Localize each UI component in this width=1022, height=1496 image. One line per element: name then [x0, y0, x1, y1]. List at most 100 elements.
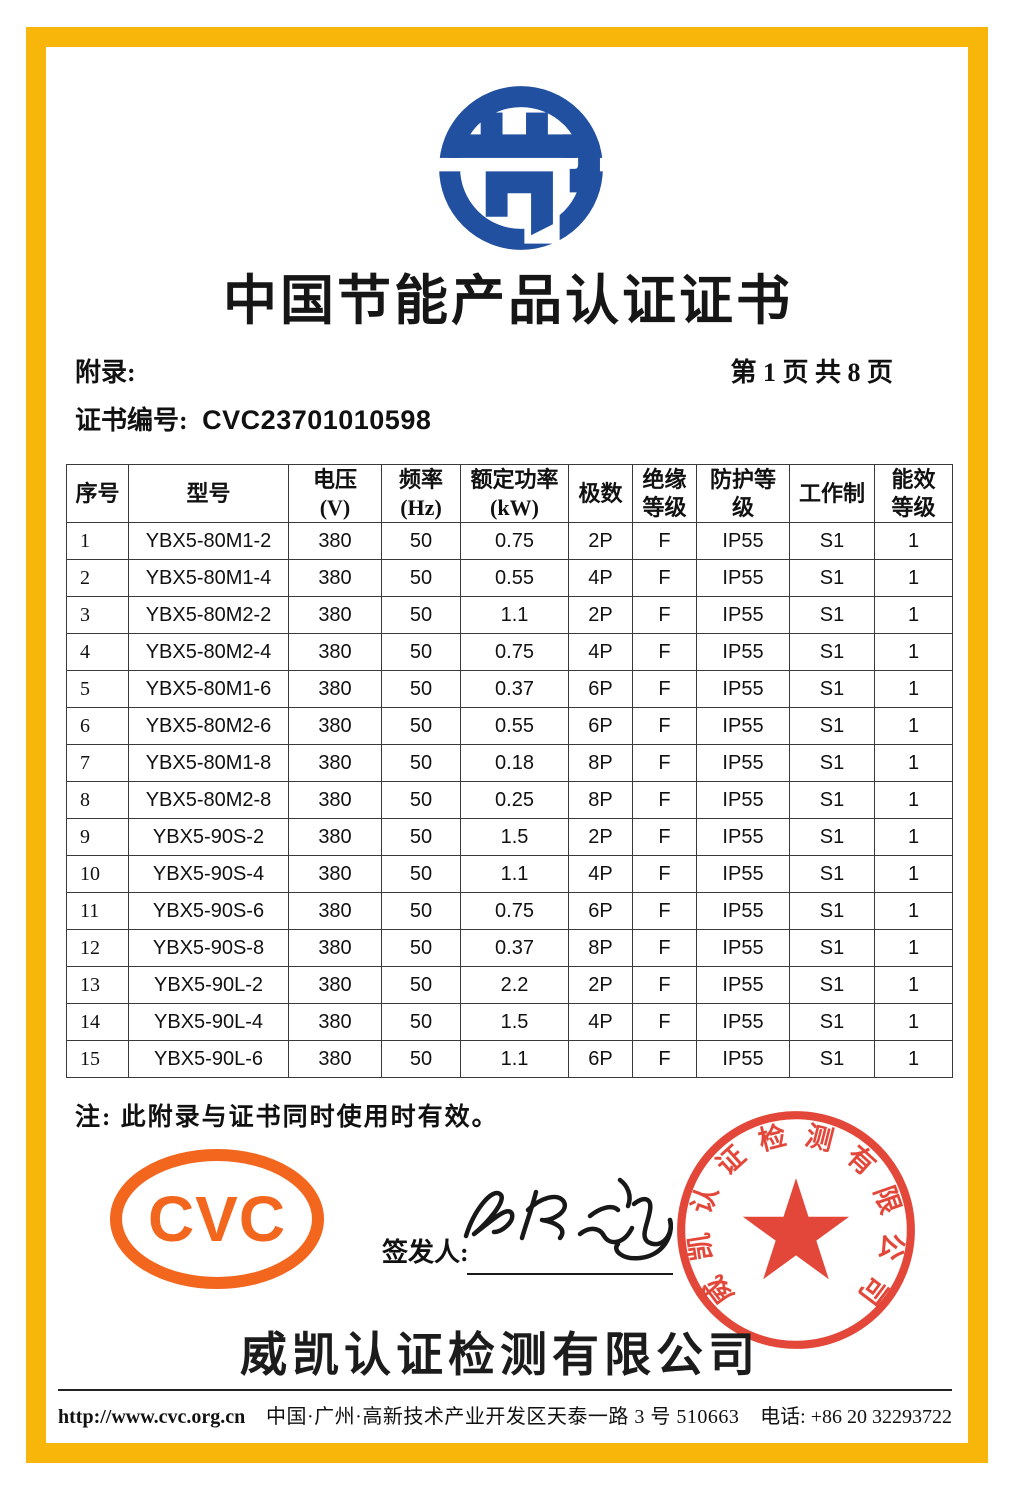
- table-cell: 6P: [568, 1040, 633, 1078]
- table-cell: S1: [789, 855, 875, 893]
- table-row: 4 YBX5-80M2-4 380 50 0.75 4P F IP55 S1 1: [66, 633, 953, 671]
- table-cell: IP55: [696, 1040, 790, 1078]
- table-cell: 1.1: [460, 855, 569, 893]
- table-cell: 2P: [568, 522, 633, 560]
- table-cell: 1: [874, 1003, 953, 1041]
- table-row: 9 YBX5-90S-2 380 50 1.5 2P F IP55 S1 1: [66, 818, 953, 856]
- table-cell: IP55: [696, 744, 790, 782]
- table-header-row: 序号 型号 电压 (V) 频率 (Hz) 额定功率 (kW) 极数 绝缘 等级 防护等级工作制 能效 等级: [66, 464, 953, 523]
- table-cell: S1: [789, 670, 875, 708]
- table-cell: 4P: [568, 633, 633, 671]
- column-header: 序号: [66, 464, 129, 523]
- table-cell: F: [632, 929, 697, 967]
- certificate-number-value: CVC23701010598: [202, 405, 432, 435]
- table-row: 15 YBX5-90L-6 380 50 1.1 6P F IP55 S1 1: [66, 1040, 953, 1078]
- table-cell: 0.75: [460, 892, 569, 930]
- validity-note: 注: 此附录与证书同时使用时有效。: [75, 1104, 499, 1131]
- table-cell: 0.25: [460, 781, 569, 819]
- table-cell: 0.55: [460, 559, 569, 597]
- table-cell: F: [632, 892, 697, 930]
- table-cell: 4P: [568, 855, 633, 893]
- table-cell: 380: [288, 522, 382, 560]
- table-cell: IP55: [696, 781, 790, 819]
- table-cell: 7: [66, 744, 129, 782]
- table-cell: IP55: [696, 966, 790, 1004]
- table-cell: F: [632, 818, 697, 856]
- table-cell: YBX5-90S-4: [128, 855, 289, 893]
- table-cell: 6: [66, 707, 129, 745]
- table-cell: 10: [66, 855, 129, 893]
- table-cell: 1: [874, 929, 953, 967]
- table-row: 14 YBX5-90L-4 380 50 1.5 4P F IP55 S1 1: [66, 1003, 953, 1041]
- table-cell: 50: [381, 855, 461, 893]
- table-cell: 11: [66, 892, 129, 930]
- table-cell: 380: [288, 1003, 382, 1041]
- table-cell: YBX5-90S-6: [128, 892, 289, 930]
- company-name: 威凯认证检测有限公司: [240, 1328, 760, 1381]
- table-cell: S1: [789, 781, 875, 819]
- table-row: 10 YBX5-90S-4 380 50 1.1 4P F IP55 S1 1: [66, 855, 953, 893]
- table-cell: 2.2: [460, 966, 569, 1004]
- stamp-star-icon: [742, 1178, 850, 1280]
- meta-row: 附录: 第 1 页 共 8 页: [75, 352, 893, 389]
- table-cell: 1.1: [460, 596, 569, 634]
- table-cell: 380: [288, 892, 382, 930]
- table-cell: F: [632, 670, 697, 708]
- table-cell: 9: [66, 818, 129, 856]
- table-cell: 2P: [568, 966, 633, 1004]
- table-cell: 8P: [568, 929, 633, 967]
- table-cell: 50: [381, 670, 461, 708]
- certificate-number-line: 证书编号: CVC23701010598: [75, 400, 431, 437]
- table-cell: IP55: [696, 855, 790, 893]
- cvc-logo-icon: CVC: [110, 1149, 324, 1289]
- table-cell: 2P: [568, 818, 633, 856]
- table-cell: 1: [874, 559, 953, 597]
- table-cell: 3: [66, 596, 129, 634]
- column-header: 频率 (Hz): [381, 464, 461, 523]
- table-cell: F: [632, 1040, 697, 1078]
- table-cell: 50: [381, 929, 461, 967]
- table-cell: YBX5-80M1-2: [128, 522, 289, 560]
- table-cell: 1: [874, 818, 953, 856]
- table-cell: 8: [66, 781, 129, 819]
- table-cell: 380: [288, 818, 382, 856]
- table-cell: F: [632, 633, 697, 671]
- table-cell: 8P: [568, 744, 633, 782]
- table-cell: F: [632, 559, 697, 597]
- table-row: 5 YBX5-80M1-6 380 50 0.37 6P F IP55 S1 1: [66, 670, 953, 708]
- table-cell: 0.37: [460, 929, 569, 967]
- table-cell: 4P: [568, 1003, 633, 1041]
- table-cell: YBX5-80M2-6: [128, 707, 289, 745]
- certificate-number-label: 证书编号:: [75, 406, 188, 435]
- energy-conservation-logo-icon: [437, 86, 605, 250]
- company-stamp: 威凯认证检 测有限公司: [677, 1111, 915, 1349]
- table-cell: F: [632, 855, 697, 893]
- table-cell: 6P: [568, 670, 633, 708]
- signature-line: [467, 1273, 673, 1275]
- table-cell: 2: [66, 559, 129, 597]
- table-cell: S1: [789, 966, 875, 1004]
- table-cell: 50: [381, 559, 461, 597]
- table-cell: YBX5-80M1-8: [128, 744, 289, 782]
- footer-url: http://www.cvc.org.cn: [58, 1406, 246, 1428]
- table-cell: IP55: [696, 707, 790, 745]
- table-cell: YBX5-80M1-4: [128, 559, 289, 597]
- table-cell: 380: [288, 855, 382, 893]
- table-cell: 1: [874, 707, 953, 745]
- table-cell: 1: [874, 522, 953, 560]
- table-cell: F: [632, 707, 697, 745]
- stamp-character: 检: [755, 1120, 790, 1157]
- table-cell: YBX5-90L-6: [128, 1040, 289, 1078]
- column-header: 能效 等级: [874, 464, 953, 523]
- table-cell: S1: [789, 596, 875, 634]
- table-cell: 50: [381, 522, 461, 560]
- table-row: 12 YBX5-90S-8 380 50 0.37 8P F IP55 S1 1: [66, 929, 953, 967]
- table-cell: F: [632, 966, 697, 1004]
- table-cell: 380: [288, 596, 382, 634]
- table-cell: 12: [66, 929, 129, 967]
- column-header: 电压 (V): [288, 464, 382, 523]
- table-cell: 50: [381, 781, 461, 819]
- table-body: 1 YBX5-80M1-2 380 50 0.75 2P F IP55 S1 1 2 YBX5-80M…: [66, 522, 953, 1078]
- stamp-character: 公: [874, 1231, 908, 1263]
- column-header: 绝缘 等级: [632, 464, 697, 523]
